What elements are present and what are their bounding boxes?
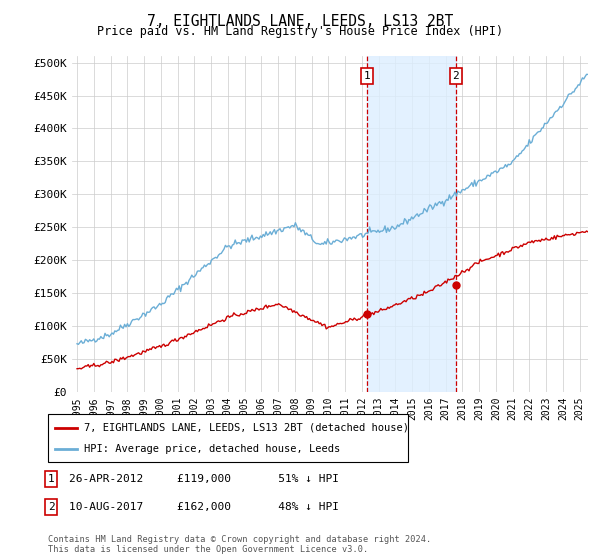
FancyBboxPatch shape (48, 414, 408, 462)
Text: 1: 1 (47, 474, 55, 484)
Text: 2: 2 (47, 502, 55, 512)
Text: Contains HM Land Registry data © Crown copyright and database right 2024.
This d: Contains HM Land Registry data © Crown c… (48, 535, 431, 554)
Text: 2: 2 (452, 71, 459, 81)
Text: HPI: Average price, detached house, Leeds: HPI: Average price, detached house, Leed… (84, 444, 340, 454)
Bar (367, 56, 456, 392)
Text: 26-APR-2012     £119,000       51% ↓ HPI: 26-APR-2012 £119,000 51% ↓ HPI (69, 474, 339, 484)
Text: Price paid vs. HM Land Registry's House Price Index (HPI): Price paid vs. HM Land Registry's House … (97, 25, 503, 38)
Text: 7, EIGHTLANDS LANE, LEEDS, LS13 2BT: 7, EIGHTLANDS LANE, LEEDS, LS13 2BT (147, 14, 453, 29)
Text: 1: 1 (364, 71, 371, 81)
Text: 10-AUG-2017     £162,000       48% ↓ HPI: 10-AUG-2017 £162,000 48% ↓ HPI (69, 502, 339, 512)
Text: 7, EIGHTLANDS LANE, LEEDS, LS13 2BT (detached house): 7, EIGHTLANDS LANE, LEEDS, LS13 2BT (det… (84, 423, 409, 433)
